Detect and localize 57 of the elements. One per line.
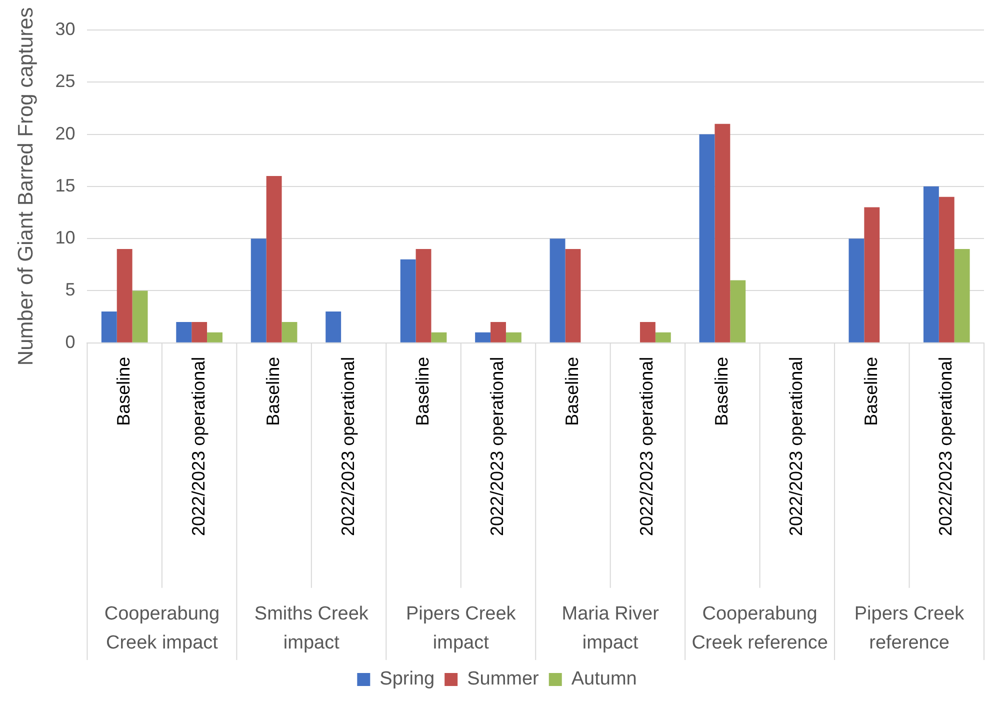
y-tick-label: 15 [55, 175, 76, 196]
x-tick-label: 2022/2023 operational [188, 356, 208, 536]
bar [848, 238, 864, 342]
bar [475, 332, 491, 342]
x-tick-label: 2022/2023 operational [338, 356, 358, 536]
bar [655, 332, 671, 342]
bar [326, 312, 342, 342]
legend-label: Autumn [571, 668, 637, 690]
bar [923, 186, 939, 342]
text: Cooperabung Creek reference [692, 604, 828, 654]
text: Pipers Creek impact [406, 604, 516, 654]
y-tick-label: 0 [65, 332, 76, 352]
x-tick-label: Baseline [711, 356, 732, 426]
bar [490, 322, 506, 342]
x-tick-label: Baseline [263, 356, 284, 426]
bar [550, 238, 566, 342]
bar [400, 259, 416, 342]
x-tick-label: Baseline [562, 356, 582, 426]
bar [416, 248, 432, 342]
bar [282, 322, 298, 342]
x-tick-label: Baseline [412, 356, 432, 426]
bar [431, 332, 447, 342]
y-tick-label: 5 [65, 280, 76, 300]
bar [192, 322, 208, 342]
legend-label: Summer [467, 668, 540, 690]
y-tick-label: 10 [55, 228, 76, 248]
y-tick-label: 30 [55, 18, 76, 39]
y-tick-label: 25 [55, 71, 76, 92]
x-tick-label: 2022/2023 operational [487, 356, 508, 536]
bar [954, 248, 970, 342]
x-tick-label: Baseline [114, 356, 134, 426]
bar [176, 322, 192, 342]
bar [699, 134, 715, 342]
text: Maria River impact [562, 604, 660, 654]
bar [565, 248, 581, 342]
text: Cooperabung Creek impact [104, 604, 220, 654]
legend-label: Spring [380, 668, 435, 690]
bar [730, 280, 746, 342]
text: Pipers Creek reference [854, 604, 965, 654]
x-tick-label: 2022/2023 operational [786, 356, 806, 536]
x-tick-label: 2022/2023 operational [636, 356, 657, 536]
bar [132, 290, 148, 342]
bar [640, 322, 656, 342]
y-axis-title: Number of Giant Barred Frog captures [14, 7, 38, 366]
bar [116, 248, 132, 342]
x-tick-label: Baseline [860, 356, 881, 426]
y-tick-label: 20 [55, 123, 76, 144]
bar [101, 312, 117, 342]
bar [938, 196, 954, 342]
text: Smiths Creek impact [254, 604, 369, 654]
bar [250, 238, 266, 342]
bar [714, 124, 730, 342]
bar [266, 176, 282, 342]
bar [864, 207, 880, 342]
bar [506, 332, 522, 342]
bar [207, 332, 222, 342]
x-tick-label: 2022/2023 operational [936, 356, 956, 536]
